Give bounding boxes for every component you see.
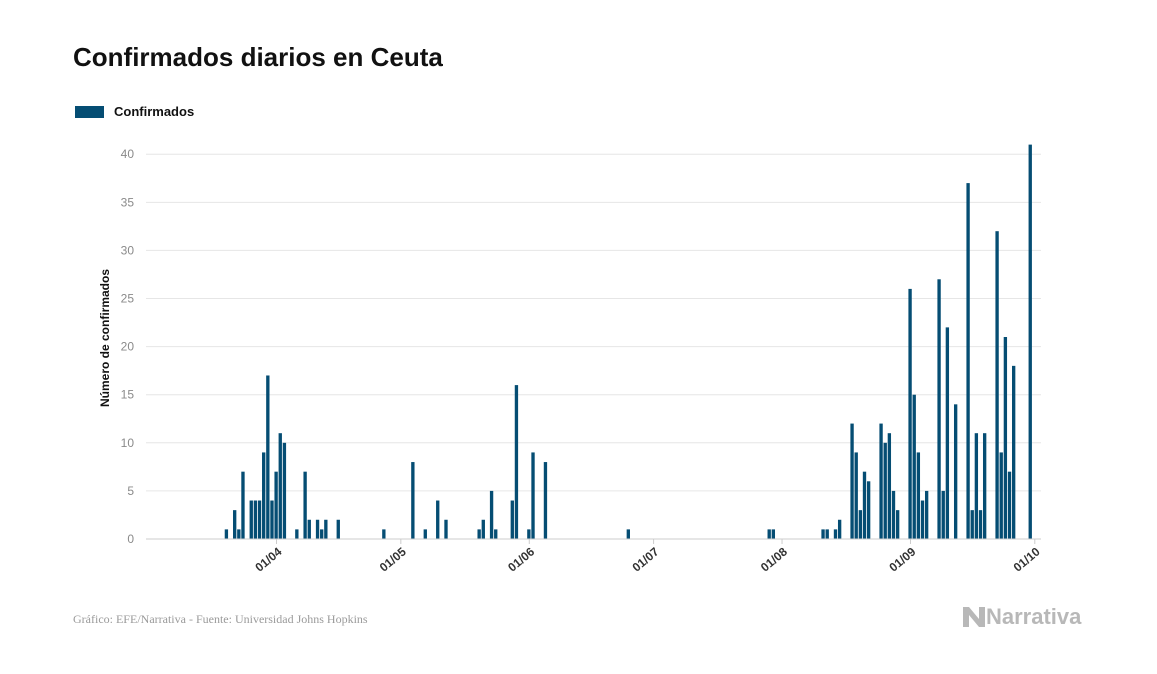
bar: [999, 452, 1003, 539]
y-tick-label: 0: [127, 532, 134, 546]
y-tick-label: 5: [127, 484, 134, 498]
bar: [278, 433, 282, 539]
bar: [282, 442, 287, 539]
bar: [527, 529, 531, 539]
bar: [295, 529, 299, 539]
bar: [477, 529, 481, 539]
x-tick-label: 01/06: [505, 544, 537, 574]
bar: [481, 519, 485, 539]
legend-label: Confirmados: [114, 104, 195, 119]
bar: [224, 529, 229, 539]
bar: [1012, 365, 1016, 539]
bar: [908, 288, 912, 539]
bar: [953, 404, 958, 539]
bar: [531, 452, 535, 539]
bar: [436, 500, 440, 539]
bar: [489, 490, 494, 539]
bar: [854, 452, 858, 539]
bar: [995, 231, 999, 539]
bar: [257, 500, 262, 539]
x-tick-label: 01/09: [886, 544, 918, 574]
bar: [1007, 471, 1012, 539]
bar: [274, 471, 278, 539]
bar: [514, 385, 519, 539]
bar: [320, 529, 324, 539]
bar: [315, 519, 320, 539]
bar: [941, 490, 945, 539]
bar: [262, 452, 266, 539]
bar: [266, 375, 270, 539]
bar: [966, 183, 970, 539]
source-credit: Gráfico: EFE/Narrativa - Fuente: Univers…: [73, 612, 368, 626]
bar: [1028, 144, 1032, 539]
bar: [494, 529, 498, 539]
bar: [883, 442, 887, 539]
y-tick-label: 15: [121, 388, 135, 402]
x-tick-label: 01/05: [377, 544, 409, 574]
y-tick-label: 10: [121, 436, 135, 450]
legend-swatch: [75, 105, 104, 118]
y-tick-label: 25: [121, 292, 135, 306]
y-axis-label: Número de confirmados: [98, 269, 112, 407]
bar: [937, 279, 941, 539]
bar: [916, 452, 921, 539]
grid-lines: [146, 153, 1041, 492]
bar: [837, 519, 842, 539]
bar: [974, 433, 979, 539]
bar: [866, 481, 871, 539]
x-tick-label: 01/04: [252, 544, 284, 574]
legend: Confirmados: [75, 104, 194, 119]
bar: [626, 529, 630, 539]
y-tick-label: 20: [121, 340, 135, 354]
bar: [270, 500, 274, 539]
bar: [920, 500, 925, 539]
bar: [237, 529, 241, 539]
bar: [978, 510, 983, 539]
bar: [1003, 337, 1008, 539]
bar: [253, 500, 258, 539]
chart-title: Confirmados diarios en Ceuta: [73, 42, 443, 72]
bar: [833, 529, 838, 539]
bar: [982, 433, 987, 539]
bar: [858, 510, 863, 539]
bar: [879, 423, 883, 539]
y-tick-label: 30: [121, 243, 135, 257]
bar: [423, 529, 427, 539]
bar: [543, 462, 548, 539]
bar: [411, 462, 415, 539]
bar: [945, 327, 950, 539]
x-tick-label: 01/10: [1011, 544, 1043, 574]
bar: [233, 510, 237, 539]
bar: [767, 529, 771, 539]
bar: [444, 519, 448, 539]
bar: [891, 490, 896, 539]
bar: [336, 519, 340, 539]
narrativa-logo-icon: [963, 607, 985, 627]
bar: [382, 529, 386, 539]
bars: [224, 144, 1032, 539]
bar: [249, 500, 253, 539]
y-tick-label: 35: [121, 195, 135, 209]
bar: [895, 510, 900, 539]
bar: [850, 423, 854, 539]
bar: [241, 471, 245, 539]
bar: [771, 529, 776, 539]
bar: [887, 433, 892, 539]
bar: [510, 500, 514, 539]
bar: [307, 519, 311, 539]
x-tick-label: 01/08: [758, 544, 790, 574]
bar: [970, 510, 974, 539]
bar: [303, 471, 307, 539]
bar: [924, 490, 929, 539]
bar: [862, 471, 867, 539]
brand-logo: Narrativa: [963, 604, 1081, 630]
x-tick-label: 01/07: [630, 544, 662, 574]
y-tick-label: 40: [121, 147, 135, 161]
bar: [821, 529, 825, 539]
bar: [825, 529, 829, 539]
bar: [912, 394, 916, 539]
bar: [324, 519, 328, 539]
brand-name: Narrativa: [986, 604, 1082, 629]
